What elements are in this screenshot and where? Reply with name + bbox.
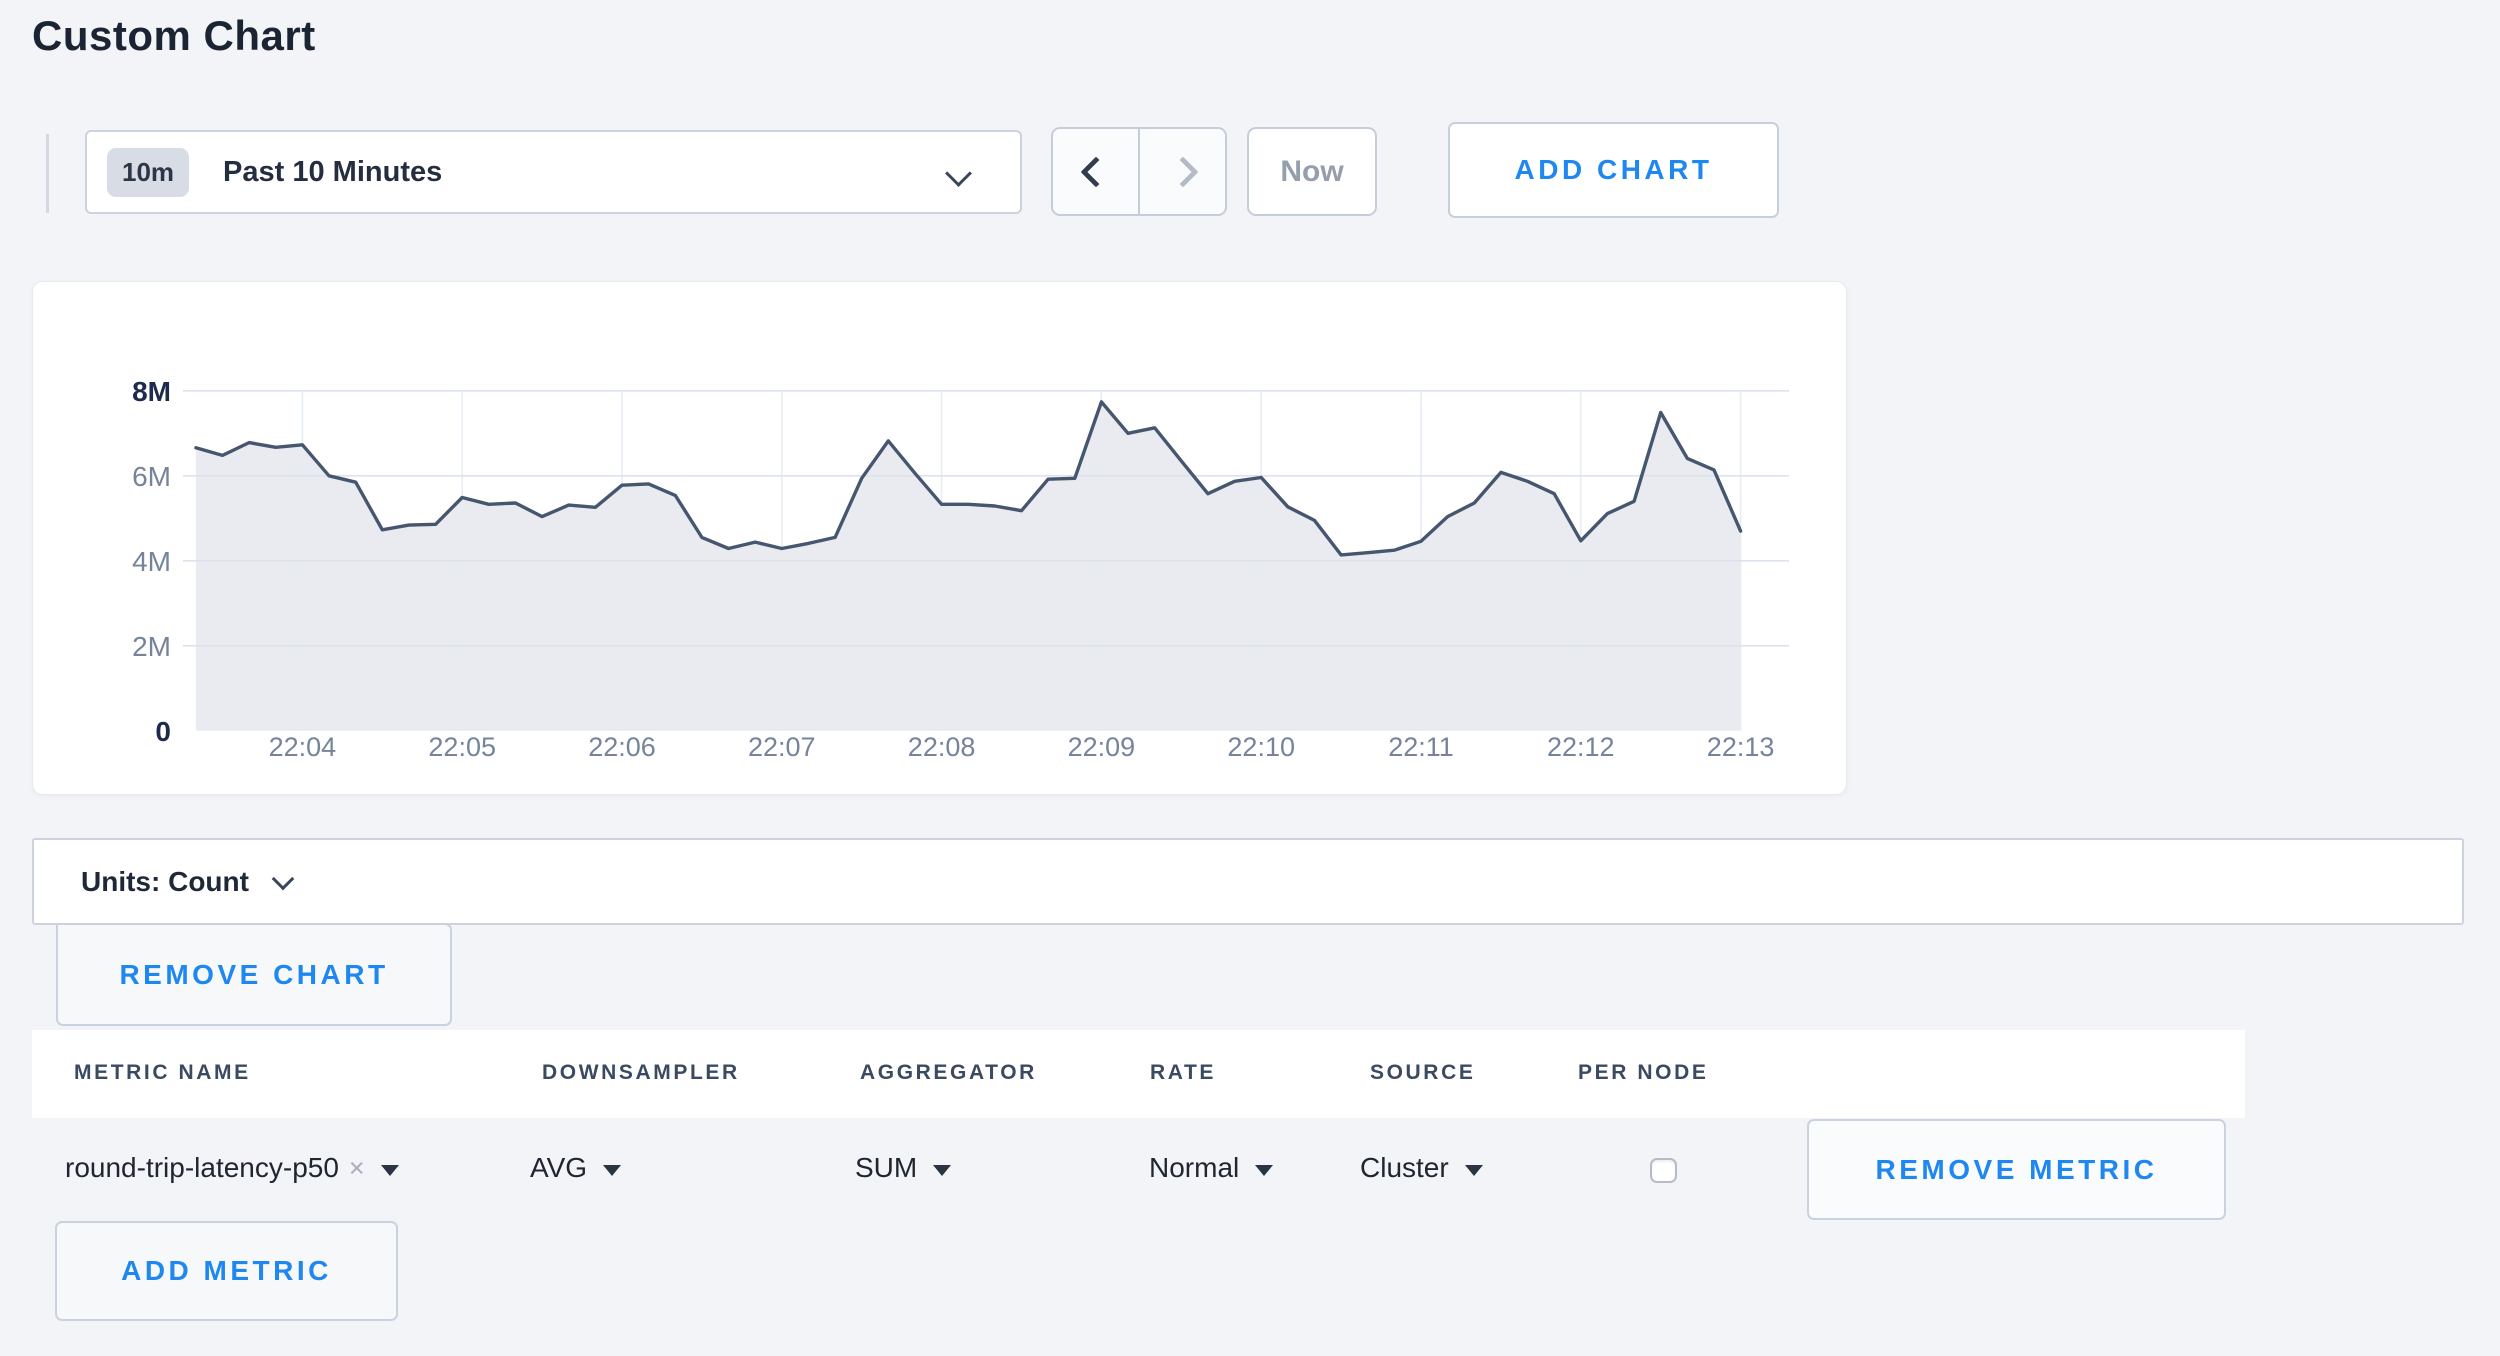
metric-name-select[interactable]: round-trip-latency-p50 × [65, 1152, 399, 1184]
svg-text:22:05: 22:05 [428, 732, 496, 762]
now-button[interactable]: Now [1247, 127, 1377, 216]
caret-down-icon [933, 1164, 952, 1176]
time-nav-group [1051, 127, 1227, 216]
rate-select[interactable]: Normal [1149, 1152, 1274, 1184]
svg-text:6M: 6M [132, 461, 171, 492]
per-node-checkbox[interactable] [1650, 1158, 1677, 1183]
svg-text:0: 0 [155, 716, 171, 747]
svg-text:4M: 4M [132, 546, 171, 577]
metrics-table-header: METRIC NAME DOWNSAMPLER AGGREGATOR RATE … [32, 1030, 2245, 1118]
column-aggregator: AGGREGATOR [860, 1061, 1037, 1084]
time-range-label: Past 10 Minutes [223, 155, 443, 188]
caret-down-icon [1464, 1164, 1483, 1176]
units-selector[interactable]: Units: Count [32, 838, 2464, 925]
chevron-left-icon [1079, 155, 1112, 188]
column-downsampler: DOWNSAMPLER [542, 1061, 740, 1084]
svg-text:2M: 2M [132, 631, 171, 662]
caret-down-icon [603, 1164, 622, 1176]
column-source: SOURCE [1370, 1061, 1476, 1084]
chevron-down-icon [945, 160, 972, 187]
svg-text:22:06: 22:06 [588, 732, 656, 762]
svg-text:22:12: 22:12 [1547, 732, 1615, 762]
svg-text:22:04: 22:04 [269, 732, 337, 762]
units-label: Units: Count [81, 865, 249, 897]
add-metric-button[interactable]: ADD METRIC [55, 1221, 398, 1321]
time-forward-button[interactable] [1140, 129, 1225, 214]
clear-metric-icon[interactable]: × [348, 1152, 365, 1183]
timeseries-area-chart[interactable]: 8M 6M 4M 2M 0 22:04 22:05 22:06 22:07 22:08 22:09 2… [33, 282, 1846, 794]
svg-text:22:07: 22:07 [748, 732, 816, 762]
caret-down-icon [380, 1164, 399, 1176]
downsampler-value: AVG [530, 1152, 588, 1183]
time-back-button[interactable] [1053, 129, 1140, 214]
downsampler-select[interactable]: AVG [530, 1152, 622, 1184]
column-rate: RATE [1150, 1061, 1217, 1084]
remove-chart-button[interactable]: REMOVE CHART [56, 923, 452, 1026]
metric-name-value: round-trip-latency-p50 [65, 1152, 339, 1183]
svg-text:22:10: 22:10 [1227, 732, 1295, 762]
add-chart-button[interactable]: ADD CHART [1448, 122, 1779, 218]
remove-metric-button[interactable]: REMOVE METRIC [1807, 1119, 2226, 1220]
column-per-node: PER NODE [1578, 1061, 1709, 1084]
source-value: Cluster [1360, 1152, 1449, 1183]
column-metric-name: METRIC NAME [74, 1061, 251, 1084]
time-range-select[interactable]: 10m Past 10 Minutes [85, 130, 1022, 214]
time-range-badge: 10m [107, 147, 190, 197]
chevron-right-icon [1166, 155, 1199, 188]
chart-card: 8M 6M 4M 2M 0 22:04 22:05 22:06 22:07 22:08 22:09 2… [32, 281, 1847, 795]
aggregator-select[interactable]: SUM [855, 1152, 952, 1184]
source-select[interactable]: Cluster [1360, 1152, 1483, 1184]
svg-text:22:13: 22:13 [1707, 732, 1775, 762]
svg-text:22:09: 22:09 [1068, 732, 1136, 762]
caret-down-icon [1255, 1164, 1274, 1176]
page-title: Custom Chart [32, 12, 316, 59]
rate-value: Normal [1149, 1152, 1240, 1183]
svg-text:22:08: 22:08 [908, 732, 976, 762]
toolbar-divider [46, 134, 49, 213]
chevron-down-icon [271, 867, 295, 890]
svg-text:8M: 8M [132, 376, 171, 407]
aggregator-value: SUM [855, 1152, 918, 1183]
svg-text:22:11: 22:11 [1388, 732, 1454, 762]
